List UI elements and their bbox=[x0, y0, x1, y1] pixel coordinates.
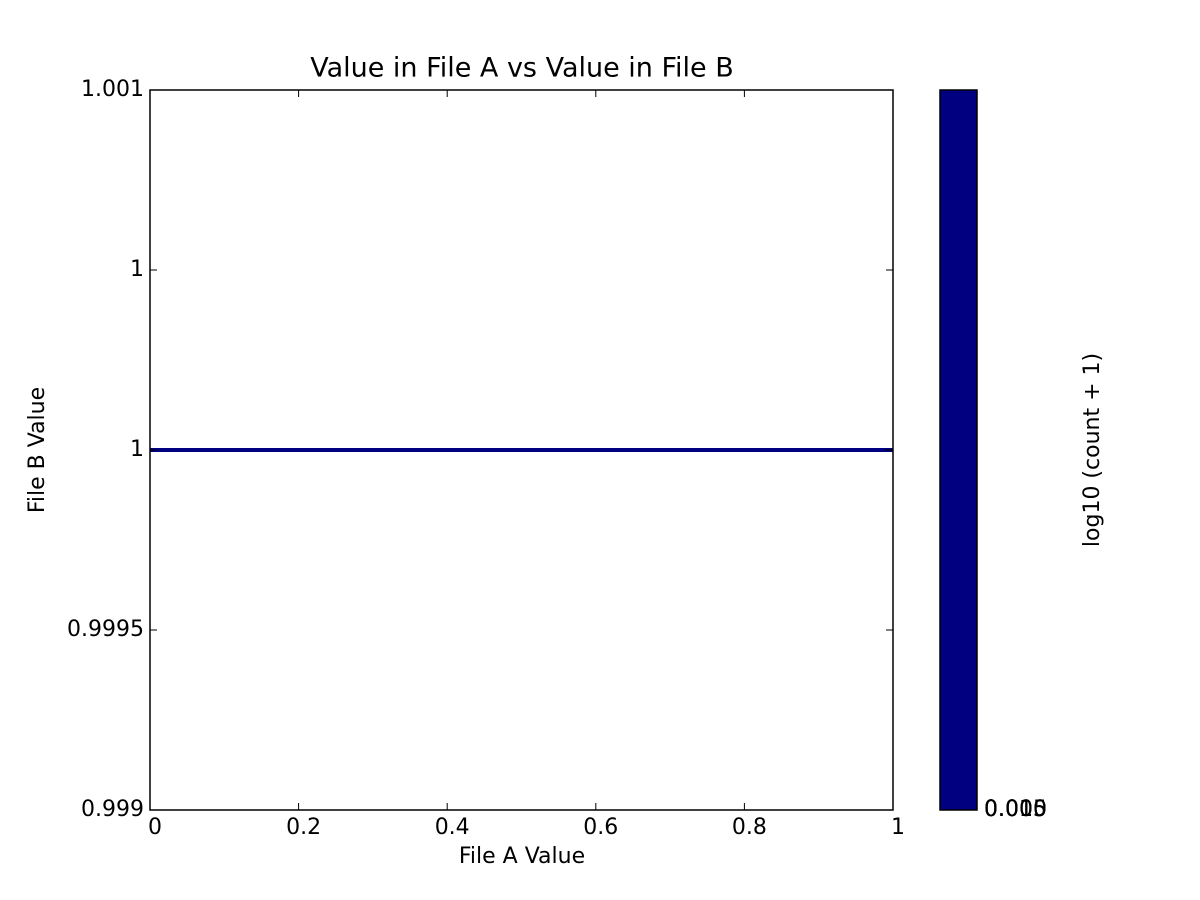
colorbar-tick-label: 0.000 bbox=[984, 797, 1047, 822]
x-tick-label: 0 bbox=[148, 815, 162, 840]
colorbar-label: log10 (count + 1) bbox=[1080, 353, 1105, 547]
chart-title: Value in File A vs Value in File B bbox=[310, 53, 734, 84]
colorbar-tick-label: 0.005 bbox=[984, 797, 1047, 822]
x-tick-label: 0.6 bbox=[583, 815, 618, 840]
x-axis-label: File A Value bbox=[459, 844, 585, 869]
y-tick-label: 1.001 bbox=[81, 77, 144, 102]
y-tick-label: 0.9995 bbox=[67, 617, 144, 642]
y-tick-label: 1 bbox=[130, 257, 144, 282]
y-tick-label: 1 bbox=[130, 437, 144, 462]
x-tick-label: 0.8 bbox=[732, 815, 767, 840]
colorbar bbox=[939, 89, 978, 811]
colorbar-tick-label: 0.010 bbox=[984, 797, 1047, 822]
colorbar-tick-label: 0.015 bbox=[984, 797, 1047, 822]
x-tick-label: 1 bbox=[891, 815, 905, 840]
x-tick-label: 0.2 bbox=[286, 815, 321, 840]
y-tick-label: 0.999 bbox=[81, 797, 144, 822]
x-tick-label: 0.4 bbox=[435, 815, 470, 840]
y-axis-label: File B Value bbox=[25, 387, 50, 513]
